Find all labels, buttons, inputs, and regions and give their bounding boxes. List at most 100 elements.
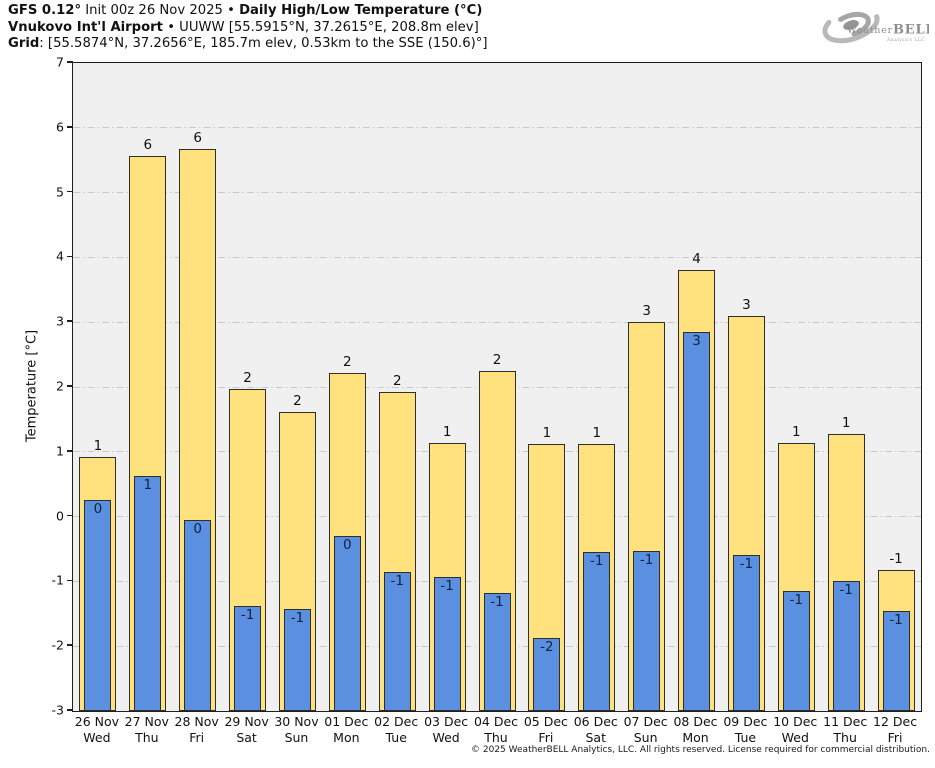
- x-label-weekday: Thu: [484, 730, 508, 745]
- y-tick-mark: [67, 644, 73, 646]
- bar-daily-low: [782, 591, 810, 711]
- x-axis-day-label: 05 Dec Fri: [516, 714, 576, 746]
- y-tick-label: -1: [51, 572, 64, 588]
- bar-daily-low: [234, 606, 262, 711]
- x-label-weekday: Mon: [682, 730, 709, 745]
- plot-area: 1 0 6 1 6 0 2 -1 2 -1 2 0 2 -1 1 -1 2 -1 1 -2 1 -1 3 -1 4 3 3 -1 1 -1…: [72, 62, 922, 712]
- header-line-station: Vnukovo Int'l Airport • UUWW [55.5915°N,…: [8, 20, 488, 37]
- y-tick-label: -2: [51, 637, 64, 653]
- x-label-weekday: Sat: [585, 730, 607, 745]
- x-axis-day-label: 03 Dec Wed: [416, 714, 476, 746]
- bar-daily-low: [184, 519, 212, 711]
- low-value-label: 0: [193, 520, 202, 537]
- low-value-label: 1: [143, 477, 153, 494]
- gridline: [73, 192, 921, 194]
- x-label-date: 29 Nov: [224, 714, 269, 729]
- grid-coords: : [55.5874°N, 37.2656°E, 185.7m elev, 0.…: [39, 36, 488, 51]
- grid-label: Grid: [8, 36, 40, 51]
- x-label-date: 04 Dec: [473, 714, 519, 729]
- x-axis-day-label: 02 Dec Tue: [366, 714, 426, 746]
- bar-daily-low: [583, 552, 611, 711]
- x-axis-day-label: 06 Dec Sat: [566, 714, 626, 746]
- low-value-label: -2: [540, 638, 554, 655]
- station-coords: • UUWW [55.5915°N, 37.2615°E, 208.8m ele…: [163, 19, 479, 35]
- x-label-date: 26 Nov: [74, 714, 120, 729]
- bar-daily-low: [383, 571, 411, 711]
- y-tick-mark: [67, 450, 73, 452]
- bar-daily-low: [283, 609, 311, 711]
- model-name: GFS 0.12°: [8, 3, 82, 18]
- low-value-label: -1: [440, 577, 454, 594]
- y-tick-label: 7: [56, 54, 64, 70]
- high-value-label: 1: [93, 437, 103, 454]
- y-tick-label: 0: [56, 508, 64, 524]
- high-value-label: 1: [592, 425, 602, 442]
- high-value-label: -1: [889, 550, 903, 567]
- y-tick-mark: [67, 385, 73, 387]
- high-value-label: 2: [293, 392, 302, 409]
- x-label-weekday: Thu: [135, 730, 159, 745]
- bar-daily-low: [832, 581, 860, 711]
- x-label-date: 02 Dec: [374, 714, 419, 729]
- y-tick-label: 5: [56, 184, 64, 200]
- high-value-label: 3: [742, 296, 751, 313]
- x-label-date: 08 Dec: [673, 714, 718, 729]
- gridline: [73, 256, 921, 258]
- weatherbell-logo: WeatherBELL Analytics LLC: [822, 6, 929, 44]
- x-axis-day-label: 28 Nov Fri: [167, 714, 227, 746]
- y-tick-label: 2: [56, 378, 64, 394]
- x-label-weekday: Tue: [385, 730, 407, 745]
- low-value-label: -1: [639, 551, 654, 568]
- x-label-weekday: Fri: [189, 730, 205, 745]
- y-tick-label: 3: [56, 313, 64, 329]
- x-label-weekday: Fri: [538, 730, 554, 745]
- logo-text-weather: Weather: [847, 25, 893, 36]
- y-tick-mark: [67, 579, 73, 582]
- x-label-weekday: Wed: [83, 730, 111, 745]
- bar-daily-low: [433, 576, 461, 711]
- low-value-label: -1: [739, 556, 754, 573]
- low-value-label: 0: [93, 501, 103, 518]
- y-tick-label: 4: [56, 248, 64, 264]
- x-axis-day-label: 29 Nov Sat: [217, 714, 277, 746]
- high-value-label: 1: [542, 425, 552, 442]
- low-value-label: -1: [590, 553, 604, 570]
- hurricane-swirl-icon: [822, 6, 880, 44]
- high-value-label: 2: [343, 353, 352, 370]
- low-value-label: -1: [240, 607, 255, 624]
- x-label-date: 27 Nov: [124, 714, 169, 729]
- x-axis-day-label: 30 Nov Sun: [267, 714, 327, 746]
- high-value-label: 6: [193, 129, 202, 146]
- x-label-date: 30 Nov: [274, 714, 319, 729]
- logo-subtext: Analytics LLC: [886, 37, 925, 43]
- bar-daily-low: [84, 500, 112, 711]
- gridline: [73, 127, 921, 129]
- x-label-date: 01 Dec: [324, 714, 369, 729]
- high-value-label: 1: [791, 424, 801, 441]
- x-axis-day-label: 04 Dec Thu: [466, 714, 526, 746]
- bar-daily-low: [483, 593, 511, 711]
- x-axis-day-label: 01 Dec Mon: [316, 714, 376, 746]
- y-tick-mark: [67, 255, 73, 258]
- bar-daily-low: [633, 550, 661, 711]
- x-label-weekday: Wed: [781, 730, 809, 745]
- x-label-date: 07 Dec: [623, 714, 668, 729]
- low-value-label: 0: [343, 537, 352, 554]
- x-label-weekday: Sun: [284, 730, 309, 745]
- gridline: [73, 321, 921, 323]
- x-axis-day-label: 10 Dec Wed: [765, 714, 825, 746]
- y-tick-mark: [67, 126, 73, 128]
- low-value-label: 3: [692, 332, 701, 349]
- x-label-weekday: Mon: [333, 730, 360, 745]
- x-axis-day-label: 11 Dec Thu: [815, 714, 875, 746]
- x-label-weekday: Tue: [734, 730, 757, 745]
- x-label-date: 12 Dec: [873, 714, 918, 729]
- x-label-weekday: Thu: [833, 730, 857, 745]
- y-tick-mark: [67, 320, 73, 322]
- header-line-grid: Grid: [55.5874°N, 37.2656°E, 185.7m elev…: [8, 36, 488, 53]
- high-value-label: 2: [492, 351, 502, 368]
- bar-daily-low: [134, 476, 162, 711]
- x-axis-day-label: 07 Dec Sun: [616, 714, 676, 746]
- y-tick-mark: [67, 514, 73, 517]
